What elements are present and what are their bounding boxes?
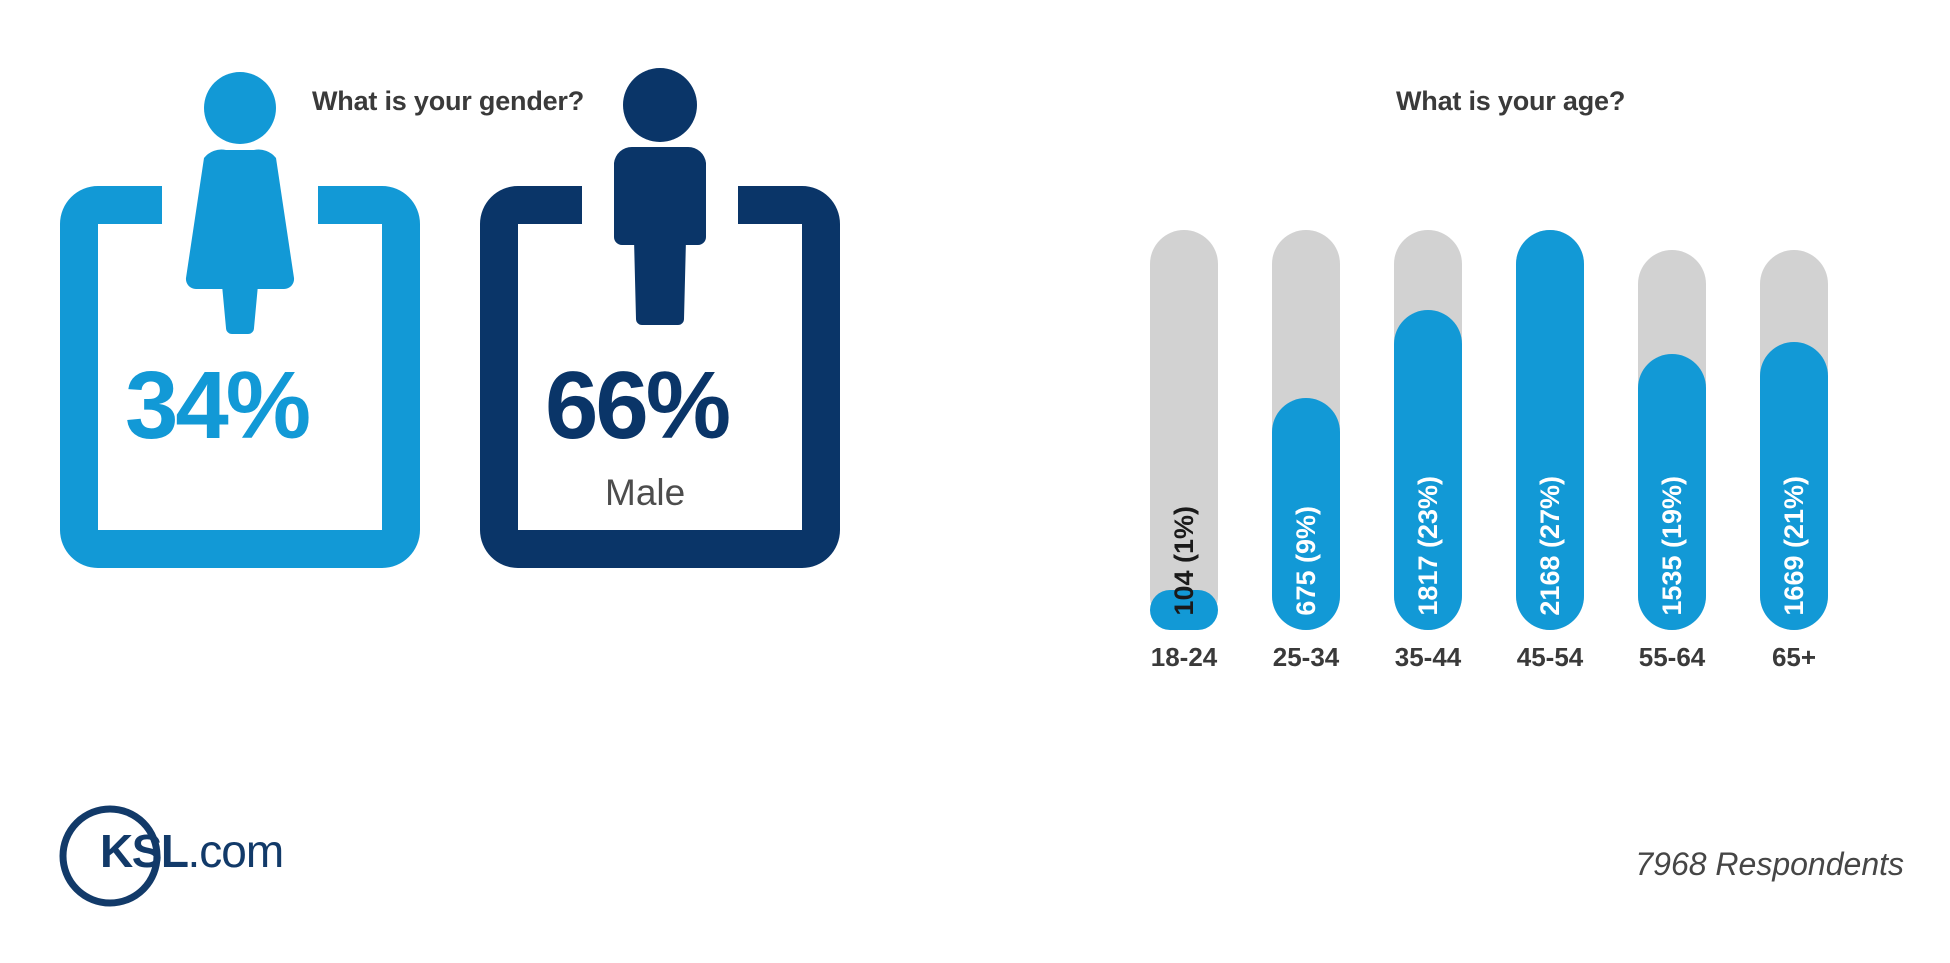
- age-bar-column: 1535 (19%) 55-64: [1638, 230, 1706, 672]
- male-person-icon: [614, 68, 706, 325]
- age-bar-fill: [1516, 230, 1584, 630]
- age-bar-value-label: 2168 (27%): [1535, 476, 1565, 616]
- age-bar-value-label: 1669 (21%): [1779, 476, 1809, 616]
- age-bar-chart: 104 (1%) 18-24 675 (9%) 25-34 1817 (23%) 35-4…: [1150, 230, 1870, 690]
- age-bar-column: 675 (9%) 25-34: [1272, 230, 1340, 672]
- gender-card-male: 66% Male: [460, 68, 860, 590]
- age-bar-fill: [1638, 354, 1706, 630]
- age-bar-column: 1817 (23%) 35-44: [1394, 230, 1462, 672]
- age-bar-track: [1150, 230, 1218, 630]
- age-bar-category-label: 45-54: [1516, 642, 1584, 672]
- age-bar-value-label: 1817 (23%): [1413, 476, 1443, 616]
- age-bar-column: 1669 (21%) 65+: [1760, 230, 1828, 672]
- female-card-frame: [60, 186, 420, 568]
- page-title-age: What is your age?: [1396, 86, 1626, 116]
- female-person-icon: [185, 72, 295, 334]
- ksl-wordmark: KSL.com: [100, 824, 285, 878]
- male-sublabel: Male: [605, 472, 686, 513]
- ksl-circle-icon: [59, 805, 161, 907]
- age-bar-category-label: 25-34: [1272, 642, 1340, 672]
- gender-card-female: 34%: [40, 70, 440, 590]
- age-bar-fill: [1394, 310, 1462, 630]
- ksl-wordmark-suffix: .com: [187, 825, 285, 877]
- age-bar-fill: [1150, 590, 1218, 630]
- age-bar-value-label: 104 (1%): [1169, 506, 1199, 616]
- female-percent: 34%: [125, 352, 311, 459]
- male-percent: 66%: [545, 352, 731, 459]
- age-bar-column: 104 (1%) 18-24: [1150, 230, 1218, 672]
- age-bar-fill: [1760, 342, 1828, 630]
- age-bar-value-label: 675 (9%): [1291, 506, 1321, 616]
- age-bar-value-label: 1535 (19%): [1657, 476, 1687, 616]
- age-bar-category-label: 18-24: [1150, 642, 1218, 672]
- respondents-count: 7968 Respondents: [1635, 846, 1904, 882]
- page-title-gender: What is your gender?: [312, 86, 585, 116]
- age-bar-column: 2168 (27%) 45-54: [1516, 230, 1584, 672]
- age-bar-category-label: 55-64: [1638, 642, 1706, 672]
- age-bar-fill: [1272, 398, 1340, 630]
- ksl-wordmark-main: KSL: [100, 825, 189, 877]
- age-bar-category-label: 35-44: [1394, 642, 1462, 672]
- ksl-logo[interactable]: KSL.com: [48, 800, 284, 910]
- age-bar-category-label: 65+: [1771, 642, 1817, 672]
- male-card-frame: [480, 186, 840, 568]
